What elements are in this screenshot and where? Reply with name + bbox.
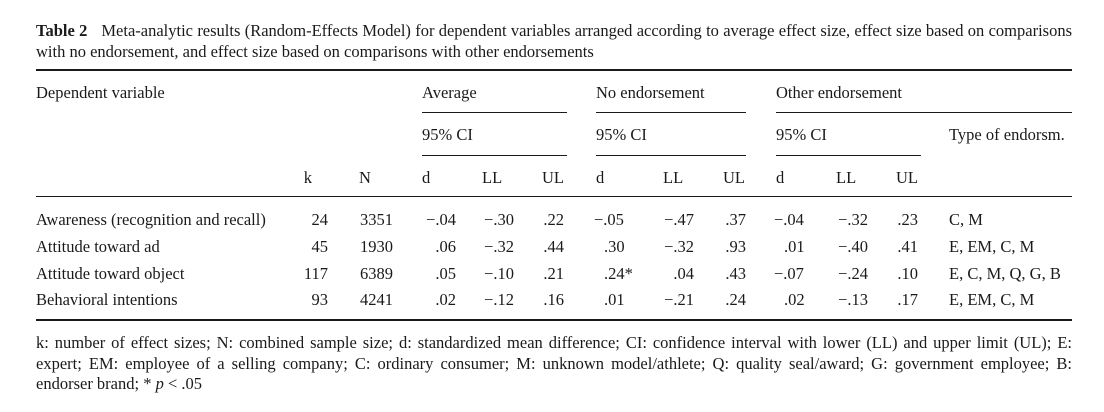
header-oth-ul: UL [896,168,918,187]
row-n: 6389 [360,264,393,283]
row-no-d: .01 [604,290,625,309]
row-oth-ul: .10 [897,264,918,283]
header-group-other-endorsement: Other endorsement [776,83,902,102]
row-no-ll: −.32 [664,237,694,256]
no-endorsement-group-rule [596,112,746,113]
row-avg-ll: −.12 [484,290,514,309]
header-avg-d: d [422,168,431,187]
row-oth-ll: −.32 [838,210,868,229]
row-oth-ul: .41 [897,237,918,256]
caption-text: Meta-analytic results (Random-Effects Mo… [36,21,1072,61]
header-dependent-variable: Dependent variable [36,83,165,102]
row-no-ll: −.21 [664,290,694,309]
row-n: 3351 [360,210,393,229]
row-no-ll: .04 [673,264,694,283]
row-avg-d: .06 [435,237,456,256]
row-oth-ll: −.24 [838,264,868,283]
row-k: 117 [303,264,328,283]
row-k: 45 [311,237,329,256]
row-avg-ul: .44 [543,237,564,256]
row-avg-d: −.04 [426,210,456,229]
row-no-ul: .37 [725,210,746,229]
footnote-p-rest: < .05 [163,374,203,393]
row-oth-ll: −.40 [838,237,868,256]
row-avg-ul: .22 [543,210,564,229]
row-type: E, EM, C, M [949,237,1035,256]
row-avg-d: .02 [435,290,456,309]
row-avg-ul: .16 [543,290,564,309]
row-k: 93 [311,290,329,309]
other-endorsement-group-rule [776,112,1072,113]
row-no-d: .30 [604,237,625,256]
footnote-p: p [155,374,164,393]
header-oth-d: d [776,168,785,187]
table-footnote: k: number of effect sizes; N: combined s… [36,333,1072,395]
header-oth-ll: LL [836,168,857,187]
row-k: 24 [311,210,329,229]
header-group-no-endorsement: No endorsement [596,83,705,102]
row-n: 4241 [360,290,393,309]
row-variable: Behavioral intentions [36,290,178,309]
header-bottom-rule [36,196,1072,197]
row-n: 1930 [360,237,393,256]
table-label: Table 2 [36,21,88,40]
row-no-d: .24* [604,264,633,283]
ci-average-rule [422,155,567,156]
row-avg-ll: −.32 [484,237,514,256]
row-no-ul: .43 [725,264,746,283]
row-type: C, M [949,210,983,229]
table-page: Table 2 Meta-analytic results (Random-Eff… [36,0,1072,412]
footnote-text: k: number of effect sizes; N: combined s… [36,333,1072,393]
row-type: E, EM, C, M [949,290,1035,309]
header-avg-ul: UL [542,168,564,187]
top-rule [36,69,1072,71]
header-ci-average: 95% CI [422,125,473,144]
row-no-ll: −.47 [664,210,694,229]
header-k: k [303,168,312,187]
header-n: N [359,168,371,187]
row-type: E, C, M, Q, G, B [949,264,1061,283]
header-no-ul: UL [723,168,745,187]
average-group-rule [422,112,567,113]
row-avg-ul: .21 [543,264,564,283]
header-no-d: d [596,168,605,187]
header-ci-no-endorsement: 95% CI [596,125,647,144]
row-no-ul: .24 [725,290,746,309]
ci-no-endorsement-rule [596,155,746,156]
header-type-of-endorsement: Type of endorsm. [949,125,1065,144]
row-oth-d: .01 [784,237,805,256]
row-oth-d: −.07 [774,264,804,283]
row-oth-ll: −.13 [838,290,868,309]
row-avg-d: .05 [435,264,456,283]
header-no-ll: LL [663,168,684,187]
bottom-rule [36,319,1072,321]
row-no-ul: .93 [725,237,746,256]
header-ci-other-endorsement: 95% CI [776,125,827,144]
table-caption: Table 2 Meta-analytic results (Random-Eff… [36,20,1072,62]
row-oth-d: −.04 [774,210,804,229]
row-oth-d: .02 [784,290,805,309]
row-avg-ll: −.30 [484,210,514,229]
header-group-average: Average [422,83,477,102]
row-variable: Awareness (recognition and recall) [36,210,266,229]
row-oth-ul: .23 [897,210,918,229]
row-avg-ll: −.10 [484,264,514,283]
header-avg-ll: LL [482,168,503,187]
row-no-d: −.05 [594,210,624,229]
ci-other-endorsement-rule [776,155,921,156]
row-variable: Attitude toward ad [36,237,160,256]
row-variable: Attitude toward object [36,264,185,283]
row-oth-ul: .17 [897,290,918,309]
